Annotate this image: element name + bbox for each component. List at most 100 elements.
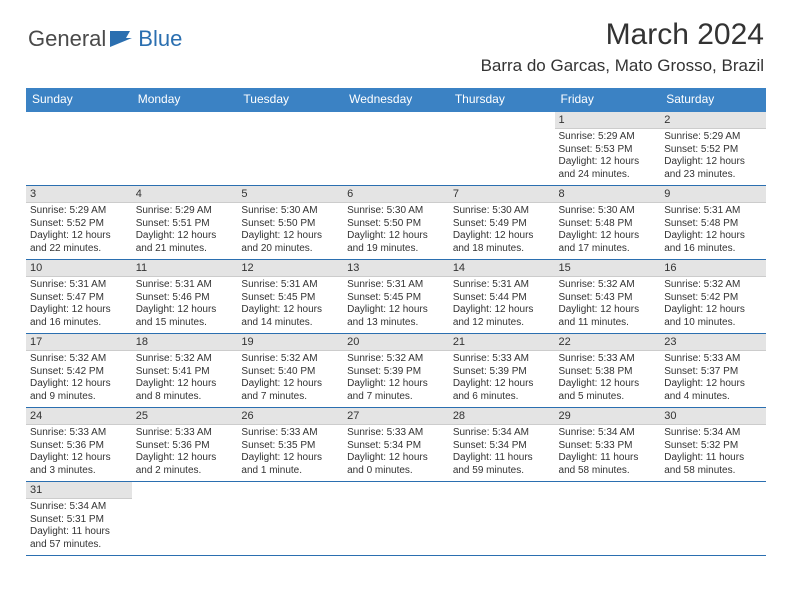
day-line: Daylight: 11 hours (30, 526, 128, 539)
day-line: Daylight: 12 hours (453, 378, 551, 391)
day-line: Daylight: 12 hours (241, 452, 339, 465)
day-line: and 5 minutes. (559, 391, 657, 404)
day-content: Sunrise: 5:29 AMSunset: 5:53 PMDaylight:… (555, 129, 661, 185)
day-line: Daylight: 12 hours (347, 378, 445, 391)
calendar-cell: 15Sunrise: 5:32 AMSunset: 5:43 PMDayligh… (555, 260, 661, 334)
day-number: 29 (555, 408, 661, 425)
weekday-header: Monday (132, 88, 238, 111)
flag-icon (110, 29, 136, 49)
calendar-cell: 24Sunrise: 5:33 AMSunset: 5:36 PMDayligh… (26, 408, 132, 482)
day-content: Sunrise: 5:32 AMSunset: 5:42 PMDaylight:… (660, 277, 766, 333)
day-line: Sunset: 5:32 PM (664, 440, 762, 453)
day-content: Sunrise: 5:33 AMSunset: 5:36 PMDaylight:… (26, 425, 132, 481)
day-number: 27 (343, 408, 449, 425)
day-line: Sunrise: 5:30 AM (453, 205, 551, 218)
day-line: Sunrise: 5:33 AM (347, 427, 445, 440)
day-number: 7 (449, 186, 555, 203)
calendar-week: 24Sunrise: 5:33 AMSunset: 5:36 PMDayligh… (26, 408, 766, 482)
day-content: Sunrise: 5:29 AMSunset: 5:52 PMDaylight:… (660, 129, 766, 185)
day-line: and 11 minutes. (559, 317, 657, 330)
calendar-cell: 9Sunrise: 5:31 AMSunset: 5:48 PMDaylight… (660, 186, 766, 260)
weekday-header: Sunday (26, 88, 132, 111)
day-line: Daylight: 11 hours (559, 452, 657, 465)
day-line: Sunrise: 5:33 AM (559, 353, 657, 366)
calendar-cell: 16Sunrise: 5:32 AMSunset: 5:42 PMDayligh… (660, 260, 766, 334)
calendar-cell: 14Sunrise: 5:31 AMSunset: 5:44 PMDayligh… (449, 260, 555, 334)
day-line: Sunset: 5:52 PM (664, 144, 762, 157)
day-line: and 2 minutes. (136, 465, 234, 478)
weekday-header: Saturday (660, 88, 766, 111)
day-content: Sunrise: 5:31 AMSunset: 5:46 PMDaylight:… (132, 277, 238, 333)
day-number: 23 (660, 334, 766, 351)
day-line: Sunset: 5:38 PM (559, 366, 657, 379)
day-content: Sunrise: 5:31 AMSunset: 5:47 PMDaylight:… (26, 277, 132, 333)
day-line: Sunset: 5:45 PM (347, 292, 445, 305)
day-line: Sunset: 5:51 PM (136, 218, 234, 231)
day-number: 5 (237, 186, 343, 203)
logo-text-1: General (28, 26, 106, 52)
day-line: Sunrise: 5:31 AM (136, 279, 234, 292)
day-line: and 58 minutes. (664, 465, 762, 478)
day-line: Sunset: 5:48 PM (559, 218, 657, 231)
calendar-cell (555, 482, 661, 556)
day-line: and 22 minutes. (30, 243, 128, 256)
day-content: Sunrise: 5:32 AMSunset: 5:41 PMDaylight:… (132, 351, 238, 407)
day-line: Sunset: 5:40 PM (241, 366, 339, 379)
day-line: Sunset: 5:53 PM (559, 144, 657, 157)
day-line: Daylight: 12 hours (30, 378, 128, 391)
day-line: Sunset: 5:31 PM (30, 514, 128, 527)
day-number: 3 (26, 186, 132, 203)
day-number: 16 (660, 260, 766, 277)
day-line: Sunrise: 5:32 AM (559, 279, 657, 292)
calendar-cell: 26Sunrise: 5:33 AMSunset: 5:35 PMDayligh… (237, 408, 343, 482)
day-number: 12 (237, 260, 343, 277)
day-line: Sunset: 5:43 PM (559, 292, 657, 305)
day-line: and 3 minutes. (30, 465, 128, 478)
day-number: 9 (660, 186, 766, 203)
day-content: Sunrise: 5:31 AMSunset: 5:48 PMDaylight:… (660, 203, 766, 259)
calendar-cell: 1Sunrise: 5:29 AMSunset: 5:53 PMDaylight… (555, 111, 661, 186)
calendar-cell (237, 111, 343, 186)
calendar-cell: 22Sunrise: 5:33 AMSunset: 5:38 PMDayligh… (555, 334, 661, 408)
calendar-cell (343, 482, 449, 556)
day-line: Sunrise: 5:33 AM (136, 427, 234, 440)
day-number: 20 (343, 334, 449, 351)
day-number: 13 (343, 260, 449, 277)
day-line: Daylight: 12 hours (347, 230, 445, 243)
day-line: and 16 minutes. (30, 317, 128, 330)
calendar-week: 1Sunrise: 5:29 AMSunset: 5:53 PMDaylight… (26, 111, 766, 186)
day-line: Sunset: 5:44 PM (453, 292, 551, 305)
day-content: Sunrise: 5:32 AMSunset: 5:43 PMDaylight:… (555, 277, 661, 333)
day-content: Sunrise: 5:33 AMSunset: 5:36 PMDaylight:… (132, 425, 238, 481)
day-line: and 21 minutes. (136, 243, 234, 256)
day-line: Sunset: 5:36 PM (136, 440, 234, 453)
day-line: Daylight: 12 hours (664, 304, 762, 317)
day-number: 30 (660, 408, 766, 425)
day-line: Sunset: 5:46 PM (136, 292, 234, 305)
day-line: Sunset: 5:39 PM (347, 366, 445, 379)
day-content: Sunrise: 5:29 AMSunset: 5:51 PMDaylight:… (132, 203, 238, 259)
day-line: Sunrise: 5:29 AM (136, 205, 234, 218)
calendar-cell (132, 482, 238, 556)
day-line: Daylight: 12 hours (30, 230, 128, 243)
day-number: 10 (26, 260, 132, 277)
calendar-cell (237, 482, 343, 556)
day-line: Daylight: 12 hours (241, 378, 339, 391)
day-line: and 18 minutes. (453, 243, 551, 256)
location: Barra do Garcas, Mato Grosso, Brazil (481, 56, 764, 76)
day-number: 28 (449, 408, 555, 425)
calendar-week: 17Sunrise: 5:32 AMSunset: 5:42 PMDayligh… (26, 334, 766, 408)
calendar-cell: 6Sunrise: 5:30 AMSunset: 5:50 PMDaylight… (343, 186, 449, 260)
weekday-header: Friday (555, 88, 661, 111)
day-line: Sunset: 5:34 PM (347, 440, 445, 453)
calendar-cell: 21Sunrise: 5:33 AMSunset: 5:39 PMDayligh… (449, 334, 555, 408)
calendar-cell: 7Sunrise: 5:30 AMSunset: 5:49 PMDaylight… (449, 186, 555, 260)
day-line: Sunrise: 5:34 AM (559, 427, 657, 440)
day-line: Daylight: 11 hours (453, 452, 551, 465)
day-line: Daylight: 12 hours (559, 378, 657, 391)
day-line: and 16 minutes. (664, 243, 762, 256)
day-number: 24 (26, 408, 132, 425)
day-line: Sunrise: 5:29 AM (559, 131, 657, 144)
day-line: Sunrise: 5:30 AM (241, 205, 339, 218)
day-line: Sunrise: 5:32 AM (241, 353, 339, 366)
